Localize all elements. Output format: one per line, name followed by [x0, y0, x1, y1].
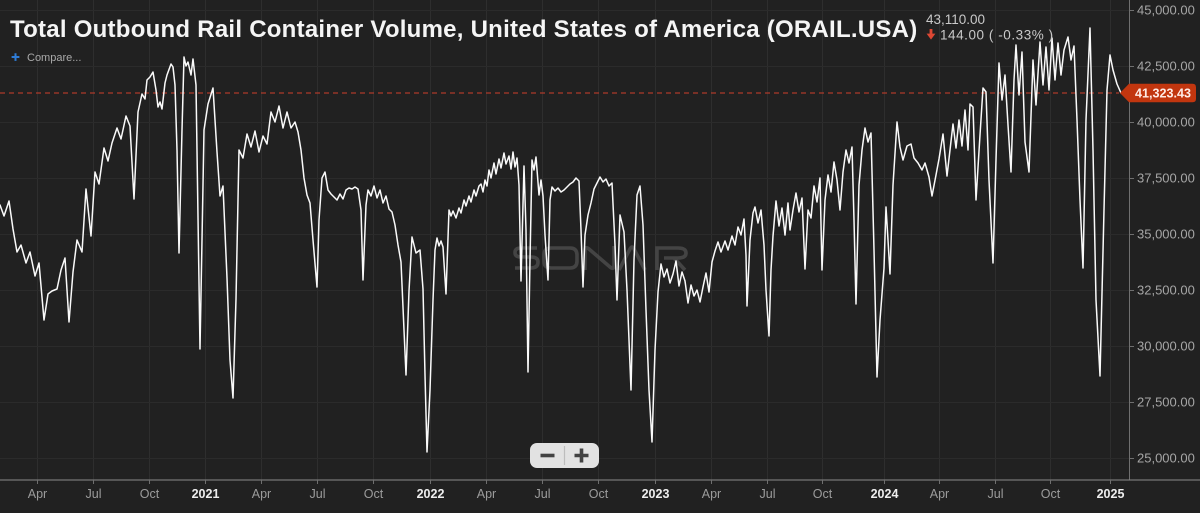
svg-text:Total Outbound Rail Container: Total Outbound Rail Container Volume, Un… — [10, 16, 917, 43]
svg-text:45,000.00: 45,000.00 — [1137, 3, 1195, 18]
svg-text:27,500.00: 27,500.00 — [1137, 395, 1195, 410]
svg-text:42,500.00: 42,500.00 — [1137, 59, 1195, 74]
svg-text:Apr: Apr — [252, 487, 271, 501]
svg-text:Oct: Oct — [813, 487, 833, 501]
svg-text:Jul: Jul — [760, 487, 776, 501]
svg-text:37,500.00: 37,500.00 — [1137, 171, 1195, 186]
svg-text:30,000.00: 30,000.00 — [1137, 339, 1195, 354]
svg-text:Jul: Jul — [310, 487, 326, 501]
svg-text:2025: 2025 — [1097, 487, 1125, 501]
svg-text:2024: 2024 — [871, 487, 899, 501]
svg-text:Apr: Apr — [28, 487, 47, 501]
svg-text:2023: 2023 — [642, 487, 670, 501]
svg-text:43,110.00: 43,110.00 — [926, 12, 985, 27]
svg-text:Jul: Jul — [988, 487, 1004, 501]
svg-text:35,000.00: 35,000.00 — [1137, 227, 1195, 242]
svg-text:Oct: Oct — [140, 487, 160, 501]
svg-text:41,323.43: 41,323.43 — [1135, 87, 1191, 101]
svg-text:Oct: Oct — [364, 487, 384, 501]
svg-text:25,000.00: 25,000.00 — [1137, 451, 1195, 466]
svg-text:Jul: Jul — [86, 487, 102, 501]
svg-text:Compare...: Compare... — [27, 52, 81, 64]
svg-text:Jul: Jul — [535, 487, 551, 501]
svg-text:2022: 2022 — [417, 487, 445, 501]
svg-text:Oct: Oct — [589, 487, 609, 501]
svg-text:144.00 ( -0.33% ): 144.00 ( -0.33% ) — [940, 28, 1054, 43]
svg-text:Apr: Apr — [477, 487, 496, 501]
svg-text:32,500.00: 32,500.00 — [1137, 283, 1195, 298]
svg-text:Apr: Apr — [702, 487, 721, 501]
svg-text:Oct: Oct — [1041, 487, 1061, 501]
svg-text:Apr: Apr — [930, 487, 949, 501]
svg-text:2021: 2021 — [192, 487, 220, 501]
svg-text:40,000.00: 40,000.00 — [1137, 115, 1195, 130]
